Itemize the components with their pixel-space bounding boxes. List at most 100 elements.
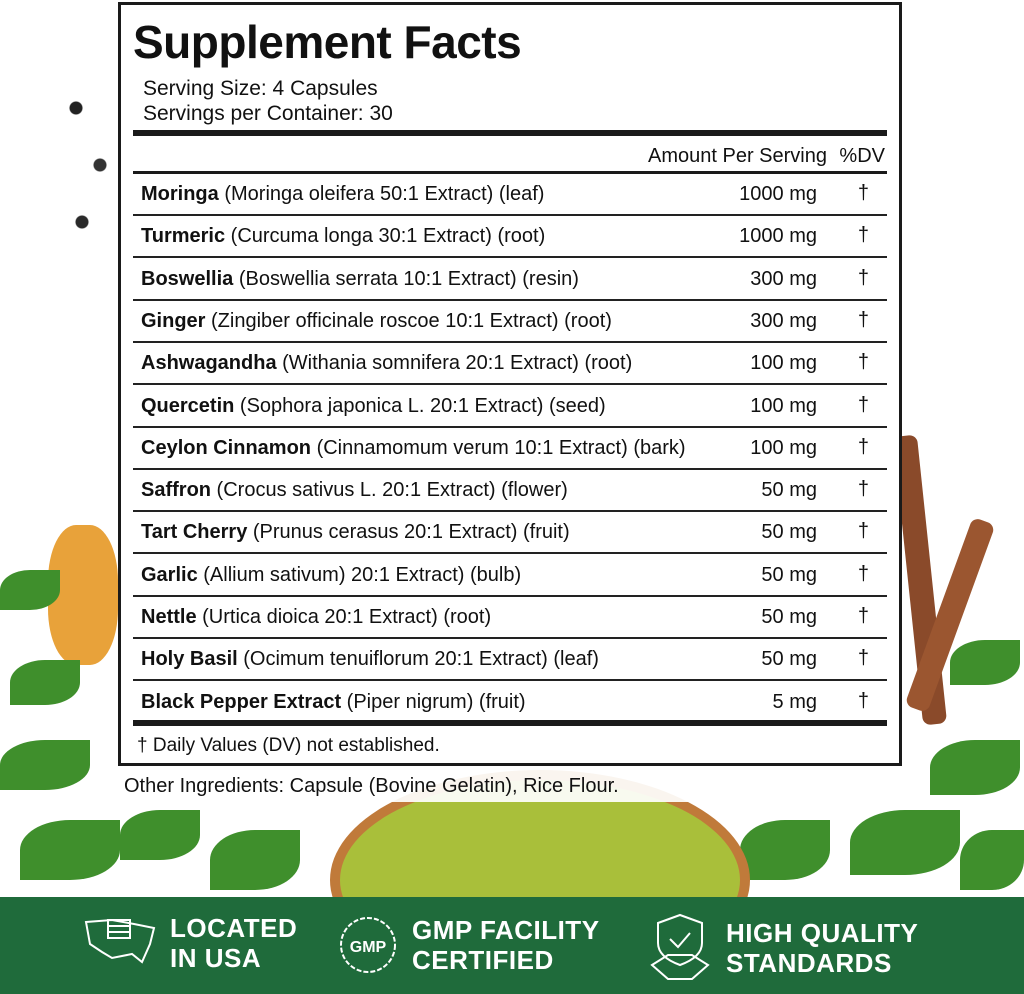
badge-gmp: GMP GMP FACILITY CERTIFIED [338, 913, 600, 977]
ingredient-amount: 100 mg [750, 352, 817, 375]
ingredient-amount: 300 mg [750, 309, 817, 332]
ingredient-dv: † [857, 562, 869, 585]
ingredient-name: Ginger [141, 309, 206, 332]
badge-quality: HIGH QUALITY STANDARDS [648, 913, 918, 983]
ingredient-detail: (Allium sativum) 20:1 Extract) (bulb) [197, 563, 522, 586]
ingredient-amount: 5 mg [772, 690, 817, 713]
ingredient-name: Ashwagandha [141, 352, 277, 375]
ingredient-row: Black Pepper Extract (Piper nigrum) (fru… [133, 682, 887, 724]
ingredient-row: Tart Cherry (Prunus cerasus 20:1 Extract… [133, 512, 887, 555]
ingredient-dv: † [857, 689, 869, 712]
badge-line1: GMP FACILITY [412, 915, 600, 945]
ingredient-row: Ginger (Zingiber officinale roscoe 10:1 … [133, 301, 887, 343]
supplement-facts-panel: Supplement Facts Serving Size: 4 Capsule… [118, 2, 902, 766]
ingredient-label: Turmeric (Curcuma longa 30:1 Extract) (r… [141, 225, 545, 248]
servings-per-container: Servings per Container: 30 [143, 102, 393, 125]
ingredient-detail: (Zingiber officinale roscoe 10:1 Extract… [205, 309, 612, 332]
ingredient-detail: (Sophora japonica L. 20:1 Extract) (seed… [234, 394, 606, 417]
panel-title: Supplement Facts [133, 16, 522, 68]
ingredient-name: Quercetin [141, 394, 235, 417]
ingredient-row: Turmeric (Curcuma longa 30:1 Extract) (r… [133, 216, 887, 259]
ingredient-amount: 50 mg [761, 479, 817, 502]
ingredient-amount: 50 mg [761, 521, 817, 544]
ingredient-row: Nettle (Urtica dioica 20:1 Extract) (roo… [133, 597, 887, 639]
ingredient-name: Garlic [141, 563, 198, 586]
ingredient-amount: 50 mg [761, 563, 817, 586]
divider-thick [133, 720, 887, 726]
ingredient-name: Black Pepper Extract [141, 690, 342, 713]
ingredient-dv: † [857, 308, 869, 331]
ingredient-name: Nettle [141, 606, 197, 628]
gmp-seal-icon: GMP [340, 917, 396, 973]
ingredient-label: Ginger (Zingiber officinale roscoe 10:1 … [141, 310, 612, 333]
ingredient-amount: 50 mg [761, 648, 817, 671]
gmp-seal-text: GMP [350, 939, 387, 956]
ingredient-name: Tart Cherry [141, 521, 248, 544]
ingredient-detail: (Curcuma longa 30:1 Extract) (root) [225, 225, 546, 248]
peppercorns-decoration [58, 70, 118, 260]
ingredient-dv: † [857, 351, 869, 374]
ingredient-label: Ceylon Cinnamon (Cinnamomum verum 10:1 E… [141, 437, 686, 460]
ingredient-label: Moringa (Moringa oleifera 50:1 Extract) … [141, 183, 544, 206]
ingredient-amount: 50 mg [761, 606, 817, 628]
ingredient-label: Boswellia (Boswellia serrata 10:1 Extrac… [141, 268, 579, 291]
ingredient-detail: (Moringa oleifera 50:1 Extract) (leaf) [218, 183, 545, 205]
ingredient-dv: † [857, 520, 869, 543]
badge-line2: STANDARDS [726, 948, 892, 978]
ingredient-dv: † [857, 266, 869, 289]
ingredient-detail: (Prunus cerasus 20:1 Extract) (fruit) [247, 521, 570, 544]
ingredient-row: Garlic (Allium sativum) 20:1 Extract) (b… [133, 555, 887, 597]
ingredient-label: Tart Cherry (Prunus cerasus 20:1 Extract… [141, 521, 570, 544]
serving-size: Serving Size: 4 Capsules [143, 77, 378, 100]
ingredient-row: Ashwagandha (Withania somnifera 20:1 Ext… [133, 343, 887, 386]
ingredient-detail: (Piper nigrum) (fruit) [341, 690, 526, 713]
ingredient-row: Ceylon Cinnamon (Cinnamomum verum 10:1 E… [133, 428, 887, 470]
other-ingredients-text: Other Ingredients: Capsule (Bovine Gelat… [124, 775, 619, 797]
badge-line2: IN USA [170, 943, 262, 973]
ingredient-dv: † [857, 647, 869, 670]
footnote: † Daily Values (DV) not established. [137, 735, 440, 756]
other-ingredients: Other Ingredients: Capsule (Bovine Gelat… [118, 766, 902, 802]
ingredient-name: Boswellia [141, 267, 234, 290]
ingredient-name: Saffron [141, 479, 211, 502]
ingredient-detail: (Crocus sativus L. 20:1 Extract) (flower… [211, 479, 568, 502]
ingredient-name: Holy Basil [141, 648, 238, 671]
ingredient-row: Quercetin (Sophora japonica L. 20:1 Extr… [133, 386, 887, 428]
ingredient-amount: 100 mg [750, 394, 817, 417]
divider-medium [133, 171, 887, 174]
ingredient-detail: (Urtica dioica 20:1 Extract) (root) [196, 606, 492, 628]
ingredient-row: Holy Basil (Ocimum tenuiflorum 20:1 Extr… [133, 639, 887, 682]
ingredient-label: Black Pepper Extract (Piper nigrum) (fru… [141, 691, 526, 714]
ingredient-label: Garlic (Allium sativum) 20:1 Extract) (b… [141, 564, 521, 587]
ingredient-label: Quercetin (Sophora japonica L. 20:1 Extr… [141, 395, 606, 418]
divider-thick [133, 130, 887, 136]
ingredient-label: Ashwagandha (Withania somnifera 20:1 Ext… [141, 352, 632, 375]
badge-line1: HIGH QUALITY [726, 918, 919, 948]
ingredient-dv: † [857, 182, 869, 204]
ingredient-dv: † [857, 224, 869, 247]
ingredient-dv: † [857, 435, 869, 458]
ingredient-dv: † [857, 605, 869, 627]
header-amount: Amount Per Serving [648, 145, 827, 167]
ingredient-name: Turmeric [141, 225, 226, 248]
ingredient-name: Moringa [141, 183, 219, 205]
ingredient-detail: (Ocimum tenuiflorum 20:1 Extract) (leaf) [237, 648, 599, 671]
ingredient-amount: 100 mg [750, 436, 817, 459]
shield-handshake-icon [650, 913, 710, 980]
header-dv: %DV [839, 145, 885, 167]
ingredient-dv: † [857, 478, 869, 501]
ingredient-label: Saffron (Crocus sativus L. 20:1 Extract)… [141, 479, 568, 502]
ingredient-amount: 1000 mg [739, 225, 817, 248]
ingredient-dv: † [857, 393, 869, 416]
badge-located-usa: LOCATED IN USA [82, 913, 297, 973]
ingredient-label: Holy Basil (Ocimum tenuiflorum 20:1 Extr… [141, 648, 599, 671]
ingredient-detail: (Boswellia serrata 10:1 Extract) (resin) [233, 267, 579, 290]
ingredient-label: Nettle (Urtica dioica 20:1 Extract) (roo… [141, 606, 491, 629]
badge-line1: LOCATED [170, 913, 298, 943]
features-band: LOCATED IN USA GMP GMP FACILITY CERTIFIED … [0, 897, 1024, 994]
usa-map-flag-icon [84, 918, 156, 964]
ingredient-amount: 1000 mg [739, 183, 817, 205]
ginger-decoration [48, 525, 118, 665]
ingredient-amount: 300 mg [750, 267, 817, 290]
ingredient-detail: (Withania somnifera 20:1 Extract) (root) [276, 352, 633, 375]
